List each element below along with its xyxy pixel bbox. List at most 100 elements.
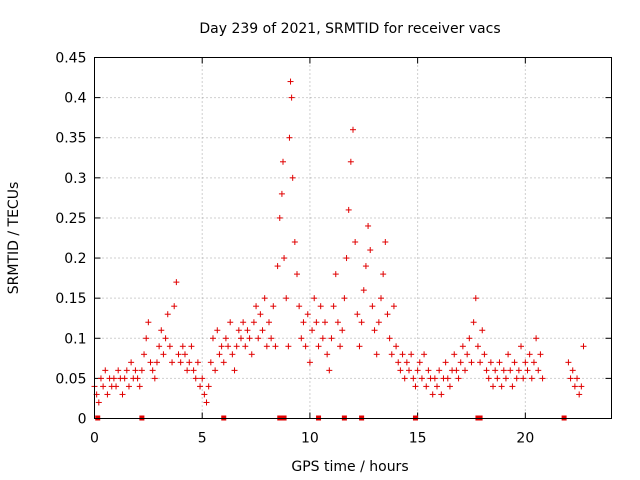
data-point [511, 359, 518, 366]
data-point [319, 335, 326, 342]
data-point [240, 319, 247, 326]
data-point [395, 359, 402, 366]
data-point [298, 335, 305, 342]
data-point [401, 375, 408, 382]
data-point [369, 303, 376, 310]
data-point [352, 239, 359, 246]
data-point [286, 134, 293, 141]
data-point [502, 375, 509, 382]
data-point [408, 351, 415, 358]
data-point [330, 303, 337, 310]
data-point [113, 383, 120, 390]
data-point [507, 367, 514, 374]
data-point [412, 383, 419, 390]
data-point [115, 367, 122, 374]
data-point [339, 327, 346, 334]
data-point [143, 335, 150, 342]
data-point [203, 399, 210, 406]
data-point [365, 222, 372, 229]
data-point [244, 327, 251, 334]
data-point [533, 335, 540, 342]
data-point [263, 343, 270, 350]
data-point [423, 383, 430, 390]
data-point [285, 343, 292, 350]
data-point [259, 327, 266, 334]
data-point [311, 295, 318, 302]
data-point [235, 327, 242, 334]
data-point [341, 295, 348, 302]
x-tick-label: 20 [516, 431, 534, 447]
data-point [214, 327, 221, 334]
data-point [354, 311, 361, 318]
data-point [212, 367, 219, 374]
data-point [281, 255, 288, 262]
data-point [164, 311, 171, 318]
y-tick-label: 0.3 [64, 171, 86, 187]
data-point [177, 359, 184, 366]
data-point [272, 343, 279, 350]
data-point [317, 303, 324, 310]
data-point [483, 367, 490, 374]
data-point [438, 391, 445, 398]
data-point [380, 271, 387, 278]
data-point [100, 383, 107, 390]
data-point [474, 343, 481, 350]
data-point [153, 359, 160, 366]
data-point [481, 351, 488, 358]
data-point [302, 343, 309, 350]
data-point [132, 367, 139, 374]
data-point [145, 319, 152, 326]
data-point [444, 375, 451, 382]
data-point [128, 359, 135, 366]
data-point [95, 399, 102, 406]
data-point [169, 359, 176, 366]
data-point [421, 351, 428, 358]
data-point [455, 375, 462, 382]
data-point [350, 126, 356, 133]
x-axis-label: GPS time / hours [291, 459, 408, 475]
data-point [530, 359, 537, 366]
data-point [535, 367, 542, 374]
data-point [151, 375, 158, 382]
data-point [326, 367, 333, 374]
y-axis: 0 0.05 0.1 0.15 0.2 0.25 0.3 0.35 0.4 0.45 [55, 51, 612, 428]
data-point [406, 367, 413, 374]
data-point [479, 327, 486, 334]
data-point [134, 375, 141, 382]
data-point [194, 359, 201, 366]
data-point [384, 311, 391, 318]
data-point [386, 335, 393, 342]
data-point [265, 319, 272, 326]
data-point [248, 351, 255, 358]
data-point [515, 367, 522, 374]
x-tick-label: 10 [301, 431, 319, 447]
data-point [537, 351, 544, 358]
data-point [418, 375, 425, 382]
grid [94, 57, 612, 419]
data-point [220, 359, 227, 366]
data-point [158, 327, 165, 334]
data-point [571, 383, 578, 390]
data-point [382, 239, 389, 246]
data-point [300, 319, 307, 326]
data-point [574, 375, 581, 382]
y-tick-label: 0.35 [55, 131, 86, 147]
data-point [225, 343, 232, 350]
data-point [309, 327, 316, 334]
data-point [188, 343, 195, 350]
data-point [442, 359, 449, 366]
data-point [147, 359, 154, 366]
data-point [459, 343, 466, 350]
data-point [397, 367, 404, 374]
y-tick-label: 0.25 [55, 211, 86, 227]
data-point [162, 335, 169, 342]
data-point [121, 375, 128, 382]
data-point [296, 303, 303, 310]
data-point [492, 367, 499, 374]
data-point [431, 375, 438, 382]
data-point [580, 343, 587, 350]
data-point [416, 359, 423, 366]
data-point [399, 351, 406, 358]
data-point [500, 367, 507, 374]
data-point [462, 367, 469, 374]
